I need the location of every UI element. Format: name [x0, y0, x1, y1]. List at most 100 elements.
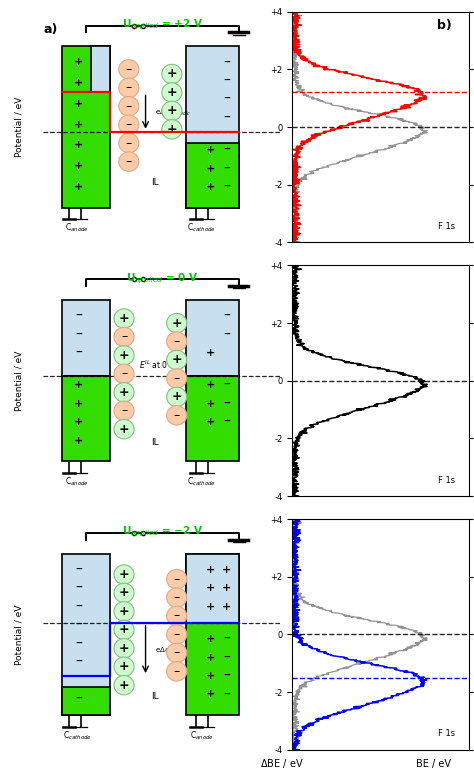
Text: +: +	[74, 78, 83, 88]
Text: –: –	[126, 81, 132, 95]
Text: –: –	[121, 367, 127, 380]
Text: C$_{anode}$: C$_{anode}$	[65, 222, 89, 234]
Text: –: –	[224, 378, 230, 392]
Text: +: +	[206, 182, 215, 192]
Circle shape	[114, 601, 134, 621]
Text: +: +	[206, 417, 215, 427]
Circle shape	[167, 662, 187, 681]
Text: a): a)	[44, 23, 58, 36]
Circle shape	[114, 327, 134, 347]
Text: +: +	[206, 565, 215, 575]
Bar	[186, 143, 239, 208]
Text: +: +	[206, 380, 215, 390]
Text: IL: IL	[151, 178, 159, 187]
Text: +: +	[118, 423, 129, 436]
Circle shape	[167, 351, 187, 369]
Text: +: +	[206, 652, 215, 662]
Circle shape	[119, 59, 139, 79]
Circle shape	[119, 152, 139, 171]
Text: –: –	[173, 609, 180, 622]
Text: U$_{applied}$ = 0 V: U$_{applied}$ = 0 V	[126, 271, 199, 286]
Circle shape	[114, 419, 134, 439]
Text: –: –	[121, 330, 127, 344]
Text: +: +	[172, 354, 182, 366]
Circle shape	[167, 569, 187, 589]
Text: +: +	[206, 671, 215, 681]
Circle shape	[119, 97, 139, 116]
Text: –: –	[224, 651, 230, 665]
Circle shape	[114, 657, 134, 676]
Text: –: –	[75, 692, 82, 706]
Text: +: +	[74, 99, 83, 109]
Text: –: –	[224, 162, 230, 176]
Circle shape	[119, 134, 139, 153]
Text: –: –	[75, 619, 82, 632]
Text: +: +	[206, 163, 215, 173]
Text: –: –	[173, 372, 180, 385]
Bar	[62, 687, 109, 715]
Circle shape	[167, 405, 187, 425]
Text: –: –	[224, 143, 230, 157]
Text: +: +	[206, 634, 215, 644]
Text: +: +	[118, 679, 129, 692]
Circle shape	[167, 369, 187, 388]
Text: –: –	[224, 309, 230, 323]
Text: IL: IL	[151, 692, 159, 701]
Text: +: +	[118, 623, 129, 637]
Bar	[186, 376, 239, 462]
Circle shape	[114, 401, 134, 420]
Text: C$_{anode}$: C$_{anode}$	[190, 729, 214, 742]
Circle shape	[114, 676, 134, 695]
Text: C$_{cathode}$: C$_{cathode}$	[63, 729, 92, 742]
Circle shape	[167, 606, 187, 626]
Text: +: +	[206, 145, 215, 155]
Circle shape	[114, 308, 134, 328]
Text: +: +	[206, 602, 215, 612]
Text: +: +	[172, 316, 182, 330]
Text: –: –	[224, 55, 230, 70]
Bar	[62, 376, 109, 462]
Text: +: +	[74, 436, 83, 446]
Text: +: +	[118, 587, 129, 600]
Text: +: +	[166, 105, 177, 117]
Circle shape	[114, 565, 134, 584]
Circle shape	[162, 119, 182, 139]
Text: Potential / eV: Potential / eV	[14, 604, 23, 665]
Text: –: –	[224, 632, 230, 646]
Text: $E^{IL}$ at 0 V: $E^{IL}$ at 0 V	[139, 358, 176, 371]
Text: –: –	[126, 118, 132, 131]
Text: +: +	[118, 642, 129, 654]
Bar	[186, 554, 239, 715]
Text: –: –	[75, 563, 82, 577]
Text: –: –	[224, 669, 230, 683]
Text: +: +	[166, 123, 177, 136]
Text: –: –	[224, 327, 230, 341]
Circle shape	[167, 332, 187, 351]
Circle shape	[167, 313, 187, 333]
Bar	[91, 46, 109, 92]
Text: C$_{cathode}$: C$_{cathode}$	[187, 476, 216, 488]
Text: IL: IL	[151, 438, 159, 448]
Bar	[62, 46, 109, 208]
Bar	[186, 46, 239, 208]
Text: –: –	[224, 687, 230, 701]
Text: +: +	[118, 604, 129, 618]
Text: +: +	[172, 390, 182, 403]
Text: –: –	[224, 111, 230, 125]
Bar	[62, 300, 109, 376]
Circle shape	[119, 115, 139, 134]
Text: +: +	[74, 182, 83, 192]
Text: +: +	[166, 67, 177, 80]
Circle shape	[119, 78, 139, 98]
Text: –: –	[173, 335, 180, 348]
Text: b): b)	[438, 19, 452, 32]
Text: –: –	[173, 408, 180, 422]
Text: +: +	[74, 380, 83, 390]
Text: –: –	[224, 92, 230, 106]
Circle shape	[114, 346, 134, 365]
Text: C$_{anode}$: C$_{anode}$	[65, 476, 89, 488]
Text: +: +	[118, 349, 129, 362]
Text: +: +	[206, 690, 215, 700]
Text: +: +	[222, 565, 232, 575]
Text: F 1s: F 1s	[438, 729, 455, 738]
